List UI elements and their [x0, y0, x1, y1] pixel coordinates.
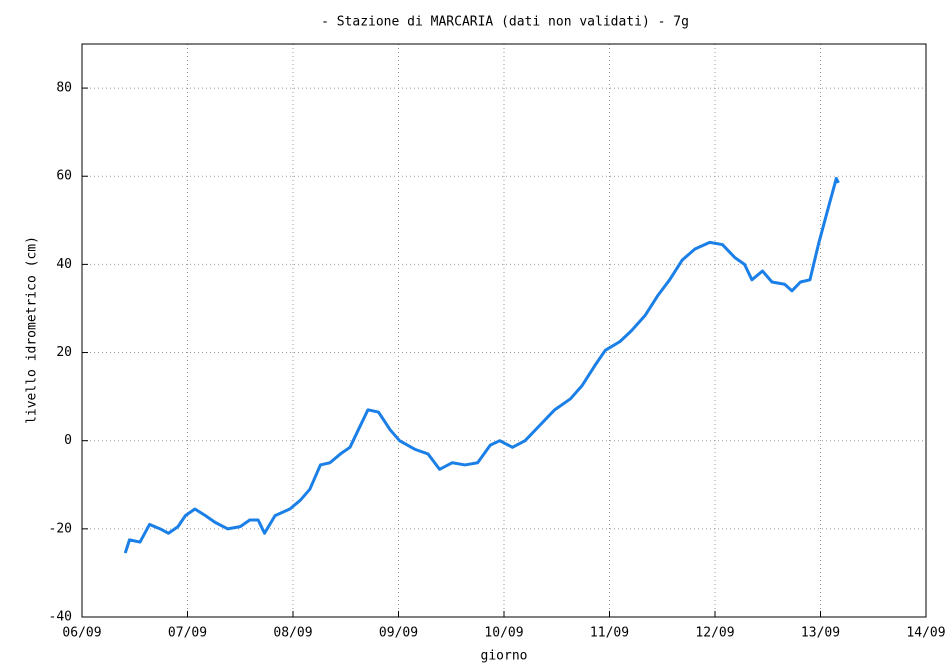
y-tick-label: 40	[56, 257, 72, 272]
x-tick-label: 09/09	[379, 626, 418, 641]
x-tick-label: 14/09	[906, 626, 945, 641]
y-tick-label: 60	[56, 169, 72, 184]
x-axis-label: giorno	[481, 649, 528, 664]
chart-title: - Stazione di MARCARIA (dati non validat…	[321, 15, 689, 30]
x-tick-label: 06/09	[62, 626, 101, 641]
x-tick-label: 07/09	[168, 626, 207, 641]
y-tick-label: -20	[49, 521, 72, 536]
y-axis-label: livello idrometrico (cm)	[25, 236, 40, 424]
x-tick-label: 11/09	[590, 626, 629, 641]
y-tick-label: 20	[56, 345, 72, 360]
x-tick-label: 12/09	[695, 626, 734, 641]
y-tick-label: 80	[56, 81, 72, 96]
x-tick-label: 13/09	[801, 626, 840, 641]
plot-border	[81, 43, 927, 618]
x-tick-label: 08/09	[273, 626, 312, 641]
y-tick-label: 0	[64, 433, 72, 448]
data-line	[123, 176, 840, 554]
y-tick-label: -40	[49, 610, 72, 625]
x-tick-label: 10/09	[484, 626, 523, 641]
